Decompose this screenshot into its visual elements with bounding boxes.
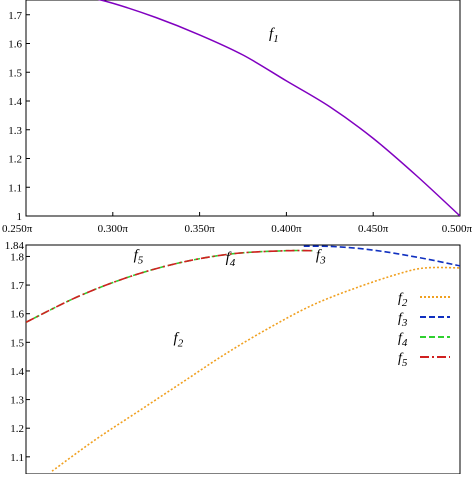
x-tick-label: 0.400π [271, 223, 302, 235]
annotation-f5-subscript: 5 [138, 254, 144, 266]
legend-label-f4: f4 [398, 331, 408, 349]
y-tick-label: 1.84 [5, 240, 25, 252]
annotation-f2-subscript: 2 [178, 337, 184, 349]
annotation-f4-base: f [226, 250, 232, 266]
y-tick-label: 1.7 [10, 280, 24, 292]
annotation-f2: f2 [174, 330, 184, 349]
y-tick-label: 1.5 [8, 67, 22, 79]
annotation-f1: f1 [269, 26, 279, 45]
y-tick-label: 1.3 [10, 395, 24, 407]
series-line-f3 [303, 245, 460, 267]
series-line-f2 [51, 266, 460, 472]
y-tick-label: 1.6 [8, 39, 22, 51]
x-tick-label: 0.450π [358, 223, 389, 235]
annotation-f5: f5 [134, 247, 144, 266]
y-tick-label: 1.6 [10, 309, 24, 321]
legend-label-f3-subscript: 3 [401, 317, 408, 329]
x-tick-label: 0.500π [442, 223, 473, 235]
annotation-f3-subscript: 3 [319, 254, 326, 266]
legend-label-f2-base: f [398, 291, 404, 306]
annotation-f3: f3 [316, 247, 326, 266]
y-tick-label: 1 [17, 211, 23, 223]
x-tick-label: 0.300π [98, 223, 129, 235]
chart-panel-1: 1 1.1 1.2 1.3 1.4 1.5 1.6 1.7 0.250π 0.300π 0.350π… [2, 0, 472, 235]
series-line-f1 [97, 0, 460, 216]
series-line-f4 [26, 249, 313, 324]
series-line-f5 [26, 249, 313, 324]
annotation-f1-subscript: 1 [273, 33, 279, 45]
annotation-f2-base: f [174, 330, 180, 346]
legend-label-f2: f2 [398, 291, 408, 309]
annotation-f1-base: f [269, 26, 275, 42]
series-group [97, 0, 460, 216]
y-tick-label: 1.5 [10, 337, 24, 349]
annotation-f4: f4 [226, 250, 236, 269]
plot-frame [25, 244, 461, 475]
y-tick-label: 1.2 [8, 154, 22, 166]
y-tick-label: 1.4 [10, 366, 24, 378]
x-tick-label: 0.350π [184, 223, 215, 235]
annotation-f3-base: f [316, 247, 322, 263]
annotation-f5-base: f [134, 247, 140, 263]
y-tick-label: 1.1 [8, 182, 22, 194]
plot-frame [25, 0, 461, 217]
legend-label-f4-subscript: 4 [402, 337, 408, 349]
legend-label-f2-subscript: 2 [402, 297, 408, 309]
legend-label-f3: f3 [398, 311, 408, 329]
series-group [26, 245, 460, 472]
legend-label-f5-subscript: 5 [402, 357, 408, 369]
legend-label-f4-base: f [398, 331, 404, 346]
annotation-f4-subscript: 4 [230, 257, 236, 269]
legend-label-f5: f5 [398, 351, 408, 369]
y-tick-label: 1.1 [10, 452, 24, 464]
y-tick-label: 1.8 [10, 251, 24, 263]
legend-label-f5-base: f [398, 351, 404, 366]
y-tick-label: 1.7 [8, 10, 22, 22]
y-tick-label: 1.4 [8, 96, 22, 108]
x-tick-label: 0.250π [2, 223, 33, 235]
y-tick-label: 1.3 [8, 125, 22, 137]
y-tick-label: 1.2 [10, 423, 24, 435]
legend-label-f3-base: f [398, 311, 404, 326]
